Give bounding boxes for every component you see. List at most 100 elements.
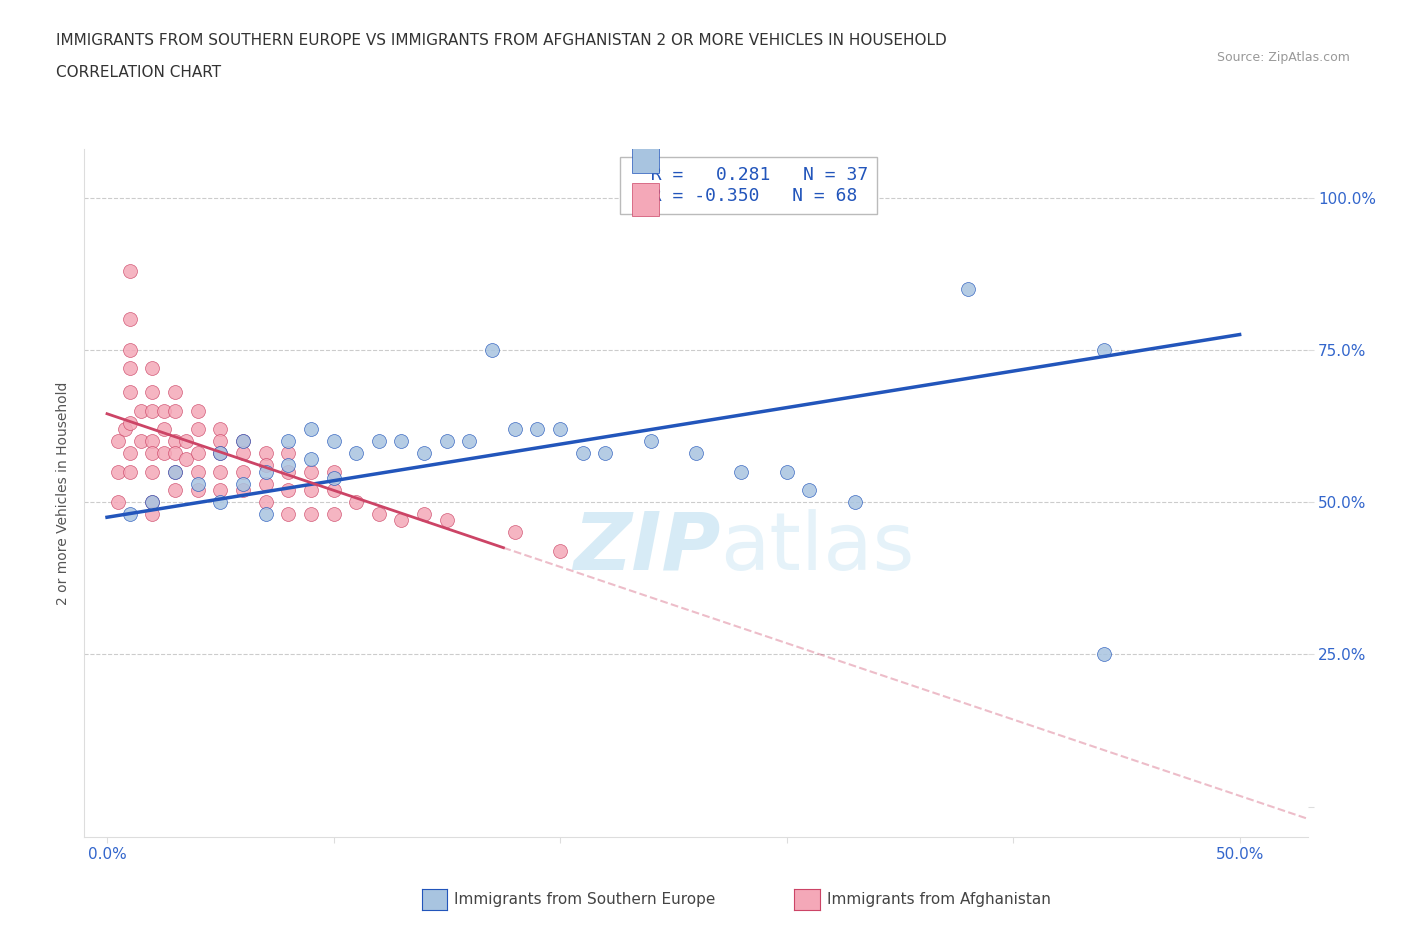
Point (367, 507, 389, 522)
Text: Immigrants from Afghanistan: Immigrants from Afghanistan (827, 892, 1050, 907)
Point (685, 445, 707, 460)
Point (640, 433, 662, 448)
Point (956, 282, 979, 297)
Point (232, 476, 254, 491)
Point (209, 445, 232, 460)
Point (187, 476, 209, 491)
Point (152, 445, 174, 460)
Point (107, 433, 129, 448)
Point (277, 464, 299, 479)
Text: IMMIGRANTS FROM SOUTHERN EUROPE VS IMMIGRANTS FROM AFGHANISTAN 2 OR MORE VEHICLE: IMMIGRANTS FROM SOUTHERN EUROPE VS IMMIG… (56, 33, 948, 47)
Point (141, 361, 163, 376)
Point (118, 263, 141, 278)
Point (526, 421, 548, 436)
Point (118, 342, 141, 357)
Point (187, 483, 209, 498)
Point (299, 483, 322, 498)
Point (503, 525, 526, 540)
Point (118, 416, 141, 431)
Point (163, 385, 186, 400)
Point (209, 421, 232, 436)
Point (548, 543, 571, 558)
Point (118, 312, 141, 326)
Point (141, 404, 163, 418)
Point (344, 445, 367, 460)
Point (152, 404, 174, 418)
Point (458, 433, 481, 448)
Point (141, 433, 163, 448)
Point (571, 445, 593, 460)
Point (209, 433, 232, 448)
Point (391, 512, 413, 527)
Point (254, 507, 277, 522)
Point (163, 433, 186, 448)
Point (436, 433, 458, 448)
Point (187, 421, 209, 436)
Point (775, 464, 797, 479)
Point (163, 464, 186, 479)
Point (141, 507, 163, 522)
Point (277, 483, 299, 498)
Point (299, 507, 322, 522)
Point (277, 458, 299, 473)
Point (232, 445, 254, 460)
Point (391, 433, 413, 448)
Point (277, 507, 299, 522)
Point (254, 458, 277, 473)
Point (254, 464, 277, 479)
Point (1092, 647, 1115, 662)
Point (152, 421, 174, 436)
Point (114, 421, 136, 436)
Point (118, 464, 141, 479)
Point (299, 421, 322, 436)
Text: Source: ZipAtlas.com: Source: ZipAtlas.com (1216, 51, 1350, 64)
Point (322, 471, 344, 485)
Point (254, 445, 277, 460)
Point (367, 433, 389, 448)
Text: atlas: atlas (720, 509, 915, 587)
Point (413, 445, 436, 460)
Point (844, 495, 866, 510)
Point (232, 483, 254, 498)
Point (141, 385, 163, 400)
Point (277, 433, 299, 448)
Point (548, 421, 571, 436)
Point (322, 464, 344, 479)
Point (141, 495, 163, 510)
Point (209, 483, 232, 498)
Point (232, 464, 254, 479)
Text: ZIP: ZIP (574, 509, 720, 587)
Point (141, 445, 163, 460)
Point (322, 483, 344, 498)
Point (187, 445, 209, 460)
Text: CORRELATION CHART: CORRELATION CHART (56, 65, 221, 80)
Point (118, 385, 141, 400)
Point (163, 404, 186, 418)
Point (413, 507, 436, 522)
Point (107, 464, 129, 479)
Point (299, 452, 322, 467)
Point (174, 452, 197, 467)
Point (595, 445, 617, 460)
Point (141, 495, 163, 510)
Bar (633, 140, 659, 173)
Point (163, 464, 186, 479)
Point (254, 476, 277, 491)
Point (187, 464, 209, 479)
Text: Immigrants from Southern Europe: Immigrants from Southern Europe (454, 892, 716, 907)
Point (322, 433, 344, 448)
Point (436, 512, 458, 527)
Point (277, 445, 299, 460)
Point (141, 464, 163, 479)
Point (174, 433, 197, 448)
Point (118, 507, 141, 522)
Text: R =   0.281   N = 37
  R = -0.350   N = 68: R = 0.281 N = 37 R = -0.350 N = 68 (628, 166, 868, 205)
Point (254, 495, 277, 510)
Point (322, 507, 344, 522)
Bar (633, 182, 659, 216)
Point (481, 342, 503, 357)
Point (118, 445, 141, 460)
Point (209, 445, 232, 460)
Point (209, 495, 232, 510)
Point (232, 433, 254, 448)
